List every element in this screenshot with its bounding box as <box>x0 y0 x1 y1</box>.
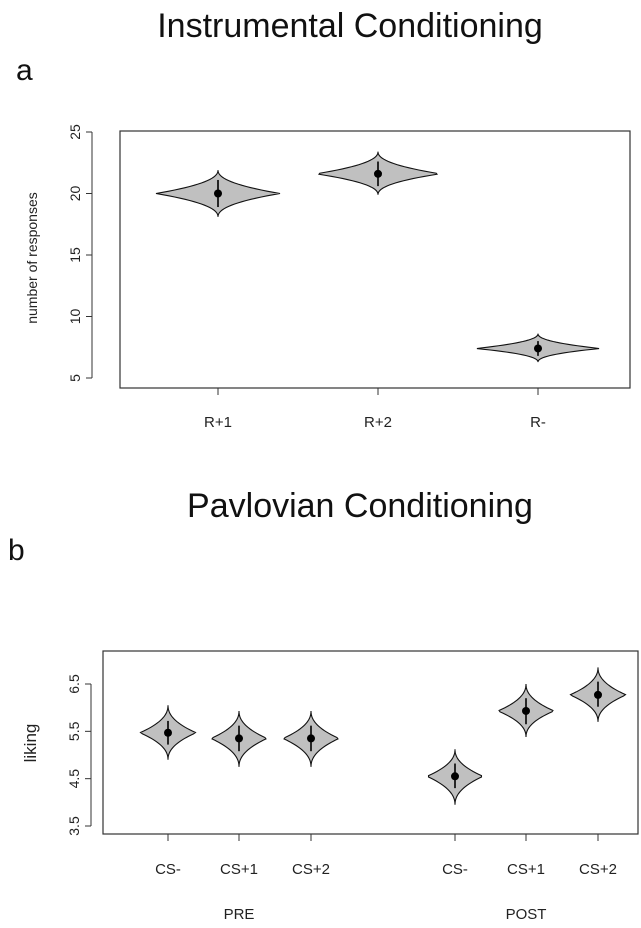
mean-point <box>235 734 243 743</box>
x-tick-label: R+1 <box>204 414 232 431</box>
x-tick-label: CS+1 <box>220 861 258 878</box>
mean-point <box>307 734 315 743</box>
mean-point <box>374 169 382 178</box>
y-tick-label: 5 <box>67 374 83 382</box>
y-tick-label: 25 <box>67 124 83 140</box>
chart-b-y-axis: 3.5 4.5 5.5 6.5 <box>66 674 92 836</box>
y-tick-label: 5.5 <box>66 721 82 741</box>
x-tick-label: R- <box>530 414 546 431</box>
y-tick-label: 20 <box>67 186 83 202</box>
y-tick-label: 3.5 <box>66 816 82 836</box>
mean-point <box>214 189 222 198</box>
chart-b-plot-frame <box>102 650 639 835</box>
x-tick-label: R+2 <box>364 414 392 431</box>
chart-b-violins <box>139 667 627 805</box>
chart-a-panel-label: a <box>16 54 33 87</box>
y-tick-label: 15 <box>67 247 83 263</box>
x-tick-label: CS+2 <box>292 861 330 878</box>
chart-b-panel-label: b <box>8 534 25 567</box>
chart-b-title: Pavlovian Conditioning <box>187 487 533 525</box>
y-tick-label: 4.5 <box>66 769 82 789</box>
mean-point <box>164 728 172 737</box>
x-tick-label: CS+2 <box>579 861 617 878</box>
chart-a-ylabel: number of responses <box>24 192 40 324</box>
mean-point <box>594 690 602 699</box>
mean-point <box>451 772 459 781</box>
chart-b-ylabel: liking <box>21 724 40 763</box>
x-tick-label: CS+1 <box>507 861 545 878</box>
chart-a-title: Instrumental Conditioning <box>157 7 543 45</box>
chart-a-violins <box>155 151 600 363</box>
chart-a-x-axis: R+1 R+2 R- <box>204 387 546 431</box>
chart-b-x-axis: CS- CS+1 CS+2 CS- CS+1 CS+2 <box>155 833 617 878</box>
y-tick-label: 10 <box>67 309 83 325</box>
x-tick-label: CS- <box>155 861 181 878</box>
group-label: POST <box>506 906 547 923</box>
x-tick-label: CS- <box>442 861 468 878</box>
chart-a-y-axis: 5 10 15 20 25 <box>67 124 93 382</box>
mean-point <box>534 344 542 353</box>
chart-b-group-labels: PRE POST <box>224 906 547 923</box>
y-tick-label: 6.5 <box>66 674 82 694</box>
mean-point <box>522 706 530 715</box>
group-label: PRE <box>224 906 255 923</box>
